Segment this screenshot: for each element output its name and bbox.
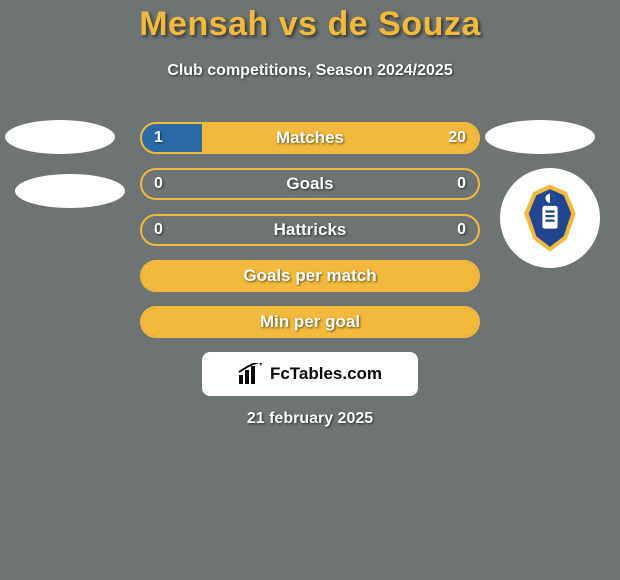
stat-value-left: 1 (154, 124, 163, 152)
stat-row: Goals0 0 (140, 168, 480, 200)
bar-chart-icon (238, 363, 264, 385)
stat-row: Hattricks0 0 (140, 214, 480, 246)
generated-date: 21 february 2025 (0, 410, 620, 428)
stat-value-left: 0 (154, 170, 163, 198)
subtitle-text: Club competitions, Season 2024/2025 (167, 62, 452, 79)
stat-row: Min per goal (140, 306, 480, 338)
stat-value-right: 20 (448, 124, 466, 152)
subtitle: Club competitions, Season 2024/2025 (0, 62, 620, 80)
stat-row: Matches1 20 (140, 122, 480, 154)
page-title: Mensah vs de Souza (0, 5, 620, 44)
date-text: 21 february 2025 (247, 410, 373, 427)
stat-label: Goals per match (142, 262, 478, 290)
player-right-shape-1 (485, 120, 595, 154)
title-text: Mensah vs de Souza (139, 5, 481, 43)
comparison-canvas: Mensah vs de Souza Club competitions, Se… (0, 0, 620, 580)
club-badge-icon (512, 180, 588, 256)
fctables-text: FcTables.com (270, 364, 382, 384)
stat-label: Matches (142, 124, 478, 152)
stat-label: Min per goal (142, 308, 478, 336)
stat-value-right: 0 (457, 170, 466, 198)
stat-value-left: 0 (154, 216, 163, 244)
player-left-shape-2 (15, 174, 125, 208)
player-left-shape-1 (5, 120, 115, 154)
stat-value-right: 0 (457, 216, 466, 244)
stat-label: Goals (142, 170, 478, 198)
stat-label: Hattricks (142, 216, 478, 244)
club-badge-right (500, 168, 600, 268)
fctables-badge: FcTables.com (202, 352, 418, 396)
stat-row: Goals per match (140, 260, 480, 292)
